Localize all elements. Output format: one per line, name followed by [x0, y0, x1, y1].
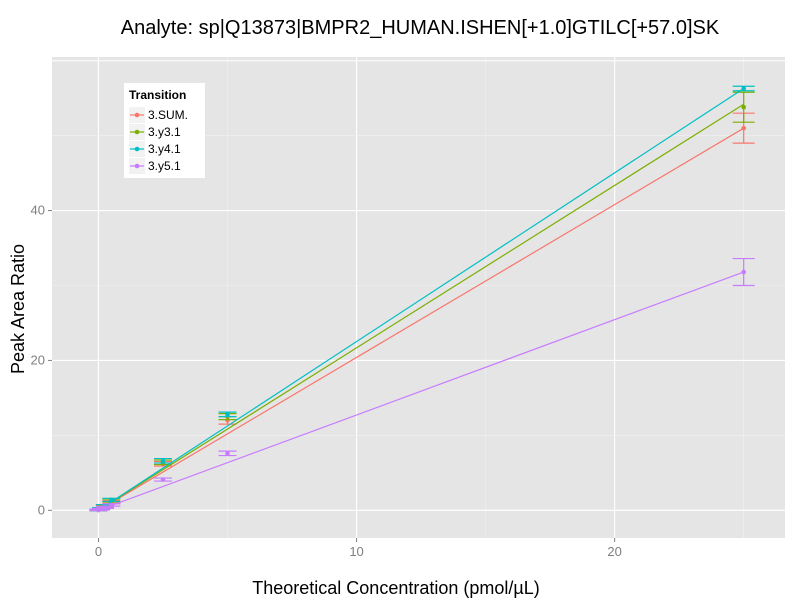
data-point	[225, 412, 230, 417]
series-4	[89, 257, 755, 513]
y-tick-label: 20	[31, 352, 45, 367]
x-tick-label: 0	[95, 544, 102, 559]
data-point	[225, 451, 230, 456]
legend-label: 3.y3.1	[148, 125, 181, 139]
legend-key-point	[134, 163, 140, 169]
data-point	[109, 502, 114, 508]
data-point	[160, 458, 166, 464]
legend-key-point	[134, 129, 140, 135]
legend: Transition 3.SUM. 3.y3.1 3.y4.1 3.y5.1	[124, 83, 205, 178]
data-point	[741, 269, 747, 275]
fit-line	[98, 271, 744, 511]
series-group	[89, 85, 755, 513]
chart-title: Analyte: sp|Q13873|BMPR2_HUMAN.ISHEN[+1.…	[121, 17, 720, 39]
fit-line	[98, 87, 745, 511]
fit-line	[98, 103, 745, 511]
fit-line	[98, 127, 745, 511]
y-tick-label: 0	[38, 502, 45, 517]
y-axis-title: Peak Area Ratio	[8, 244, 28, 374]
legend-title: Transition	[129, 88, 186, 102]
data-point	[741, 104, 747, 110]
x-tick-label: 20	[607, 544, 621, 559]
legend-label: 3.y4.1	[148, 142, 181, 156]
y-tick-label: 40	[31, 203, 45, 218]
grid-lines	[52, 57, 785, 538]
data-point	[741, 86, 747, 91]
x-tick-label: 10	[349, 544, 363, 559]
x-axis-title: Theoretical Concentration (pmol/µL)	[252, 578, 540, 598]
legend-key-point	[134, 146, 140, 152]
data-point	[741, 125, 747, 131]
data-point	[109, 497, 114, 503]
legend-key-point	[134, 112, 140, 118]
legend-label: 3.SUM.	[148, 108, 188, 122]
legend-label: 3.y5.1	[148, 159, 181, 173]
data-point	[160, 477, 166, 482]
